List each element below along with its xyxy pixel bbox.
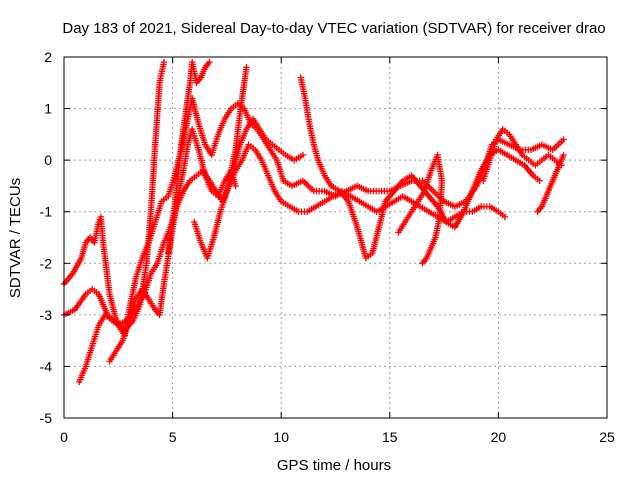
series-sat-h (297, 74, 543, 262)
data-point (419, 260, 426, 267)
y-tick-label: -5 (40, 410, 53, 426)
data-point (560, 136, 567, 143)
series-sat-j (479, 126, 565, 184)
y-axis-label: SDTVAR / TECUs (7, 178, 24, 298)
data-marks (60, 58, 567, 386)
y-tick-label: -3 (40, 307, 53, 323)
y-tick-label: -1 (40, 204, 53, 220)
axes-frame (63, 56, 608, 419)
data-point (206, 58, 213, 66)
series-sat-e (165, 58, 213, 257)
series-sat-i (395, 151, 446, 267)
data-point (560, 151, 567, 159)
data-point (501, 213, 509, 221)
y-tick-label: -2 (40, 255, 53, 271)
series-sat-f (191, 115, 307, 262)
data-point (243, 64, 250, 71)
plot-frame (63, 56, 608, 419)
series-sat-g (225, 64, 250, 184)
data-point (536, 177, 543, 184)
x-tick-label: 15 (382, 429, 398, 445)
y-tick-label: 1 (44, 101, 52, 117)
x-tick-label: 0 (60, 429, 68, 445)
x-tick-label: 25 (599, 429, 615, 445)
data-point (160, 58, 168, 66)
x-axis-label: GPS time / hours (277, 457, 391, 474)
y-tick-label: 2 (44, 49, 52, 65)
data-point (299, 151, 307, 159)
grid-layer (63, 56, 608, 419)
chart-title: Day 183 of 2021, Sidereal Day-to-day VTE… (62, 20, 605, 37)
data-point (232, 182, 239, 190)
x-tick-label: 10 (273, 429, 289, 445)
series-sat-a (60, 58, 168, 334)
series-sat-k (534, 151, 567, 215)
x-tick-label: 20 (491, 429, 507, 445)
y-tick-label: -4 (40, 358, 53, 374)
x-tick-label: 5 (169, 429, 177, 445)
y-tick-label: 0 (44, 152, 52, 168)
